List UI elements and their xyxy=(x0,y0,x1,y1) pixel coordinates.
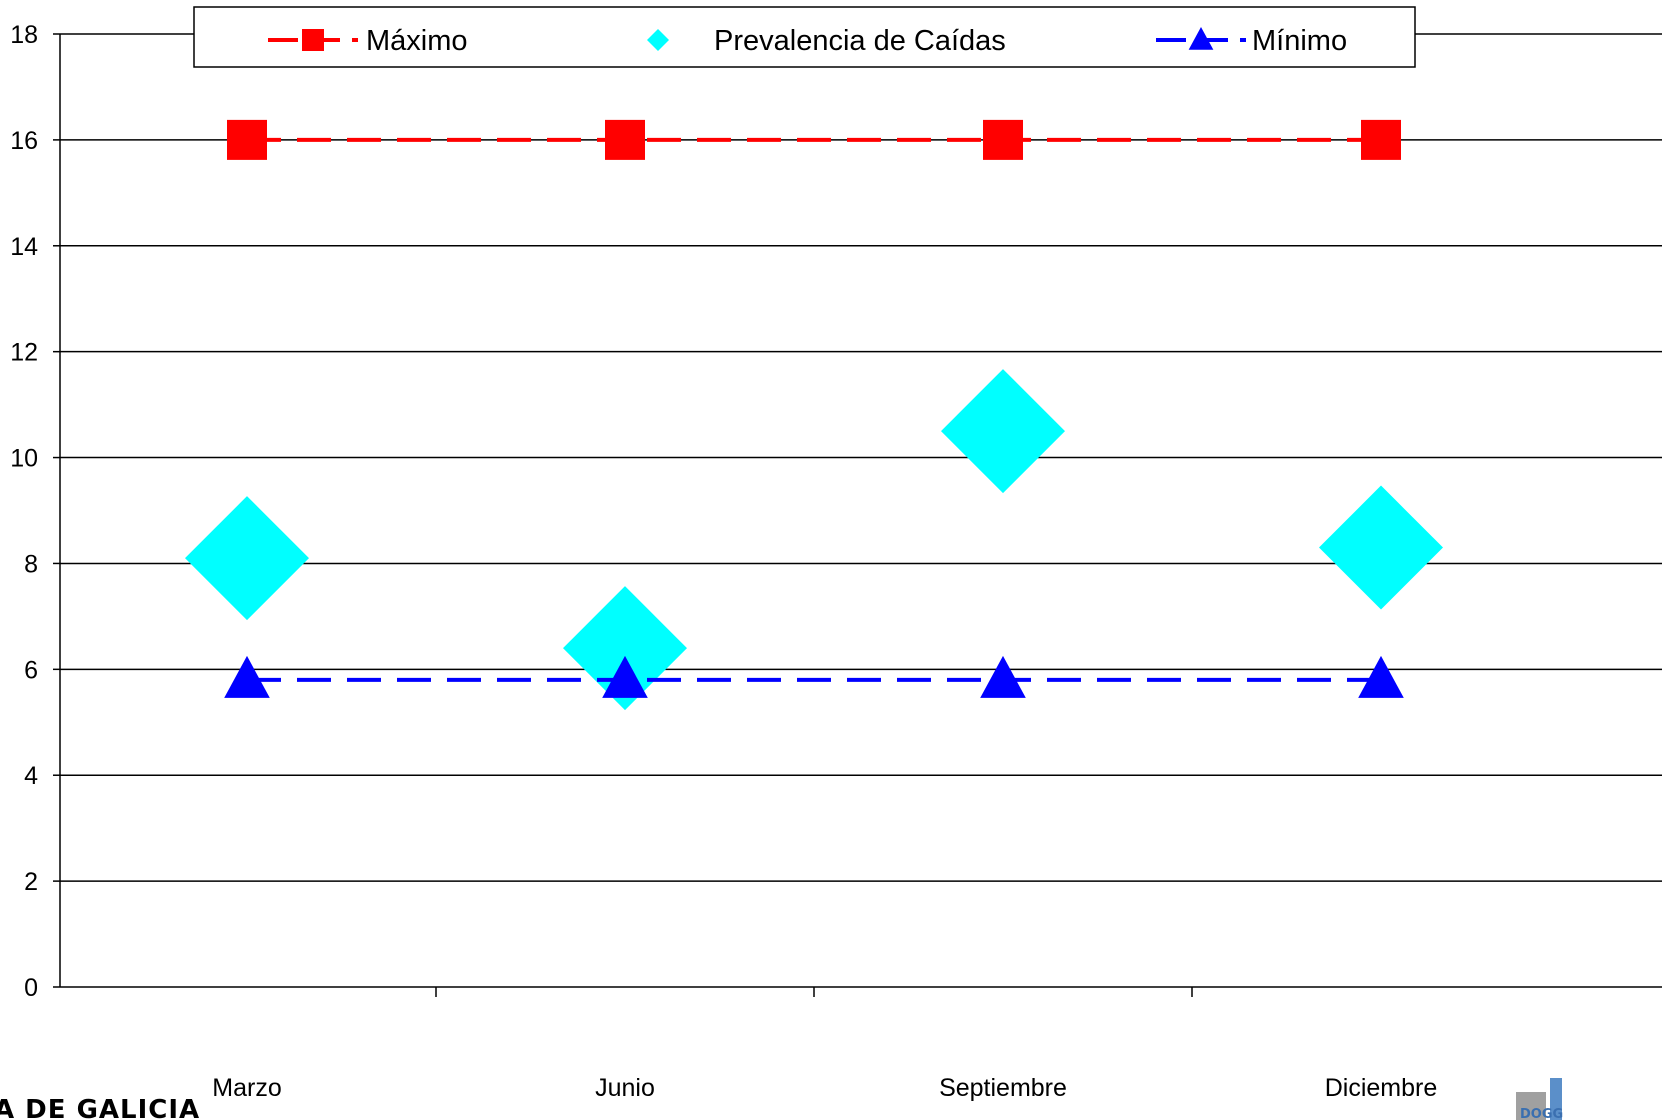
legend-label: Prevalencia de Caídas xyxy=(714,25,1006,57)
legend: Máximo Prevalencia de Caídas Mínimo xyxy=(193,6,1416,68)
data-point-diamond xyxy=(1319,485,1443,610)
axes xyxy=(59,34,1662,988)
y-tick-label: 18 xyxy=(10,21,38,49)
data-point-diamond xyxy=(941,369,1065,494)
data-point-triangle xyxy=(980,655,1026,698)
y-tick-label: 4 xyxy=(24,762,38,790)
data-point-square xyxy=(983,119,1023,160)
data-point-square xyxy=(227,119,267,160)
legend-label: Máximo xyxy=(366,25,468,57)
footer-logos: A DE GALICIA DOGG xyxy=(0,1078,1563,1120)
data-point-triangle xyxy=(224,655,270,698)
legend-label: Mínimo xyxy=(1252,25,1347,57)
x-tick-label: Diciembre xyxy=(1325,1074,1438,1102)
data-point-triangle xyxy=(602,655,648,698)
series-1 xyxy=(185,369,1443,711)
x-tick-label: Junio xyxy=(595,1074,655,1102)
series-layer xyxy=(185,119,1443,711)
legend-box xyxy=(193,6,1416,68)
y-tick-label: 10 xyxy=(10,445,38,473)
y-tick-label: 14 xyxy=(10,233,38,261)
right-logo-text: DOGG xyxy=(1520,1107,1563,1120)
y-tick-label: 12 xyxy=(10,339,38,367)
y-tick-label: 8 xyxy=(24,550,38,578)
data-point-diamond xyxy=(185,496,309,621)
y-tick-label: 6 xyxy=(24,656,38,684)
series-2 xyxy=(224,655,1404,698)
y-tick-label: 16 xyxy=(10,127,38,155)
data-point-diamond xyxy=(647,29,669,51)
data-point-triangle xyxy=(1358,655,1404,698)
data-point-square xyxy=(302,29,324,51)
x-axis-ticks: Marzo Junio Septiembre Diciembre xyxy=(212,987,1437,1102)
left-logo-text: A DE GALICIA xyxy=(0,1095,200,1120)
right-logo: DOGG xyxy=(1516,1078,1563,1120)
gridlines xyxy=(60,33,1662,882)
x-tick-label: Marzo xyxy=(212,1074,281,1102)
data-point-square xyxy=(1361,119,1401,160)
data-point-triangle xyxy=(1188,27,1214,50)
data-point-square xyxy=(605,119,645,160)
y-tick-label: 2 xyxy=(24,868,38,896)
legend-item: Prevalencia de Caídas xyxy=(647,25,1006,57)
x-tick-label: Septiembre xyxy=(939,1074,1067,1102)
y-tick-label: 0 xyxy=(24,974,38,1002)
legend-item: Máximo xyxy=(268,25,468,57)
y-axis-ticks: 0 2 4 6 8 10 12 14 16 18 xyxy=(10,21,60,1002)
series-0 xyxy=(227,119,1401,160)
legend-item: Mínimo xyxy=(1156,25,1347,57)
